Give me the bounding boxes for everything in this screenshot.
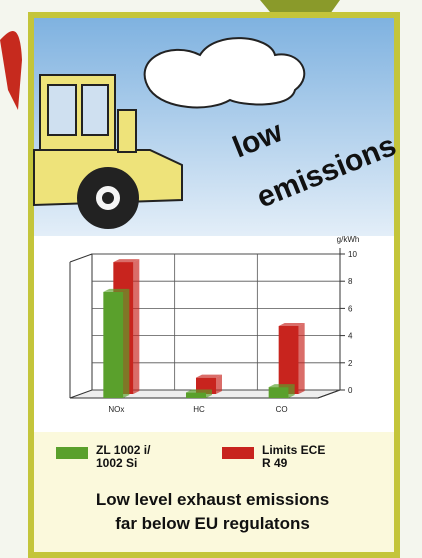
legend-swatch <box>56 447 88 459</box>
bar-side <box>216 375 222 394</box>
caption-line: far below EU regulatons <box>40 512 385 536</box>
x-tick-label: CO <box>276 405 288 414</box>
bar <box>269 387 289 398</box>
y-tick-label: 2 <box>348 359 353 368</box>
bar-side <box>123 289 129 398</box>
y-axis-unit: g/kWh <box>337 235 360 244</box>
red-splash <box>0 31 22 110</box>
y-tick-label: 8 <box>348 277 353 286</box>
olive-splash <box>260 0 340 14</box>
bar-side <box>299 323 305 394</box>
y-tick-label: 6 <box>348 304 353 313</box>
caption-line: Low level exhaust emissions <box>40 488 385 512</box>
legend-swatch <box>222 447 254 459</box>
y-tick-label: 0 <box>348 386 353 395</box>
y-tick-label: 4 <box>348 332 353 341</box>
x-tick-label: NOx <box>108 405 124 414</box>
bar <box>103 292 123 398</box>
brochure-page: low emissions 0246810g/kWhNOxHCCO ZL 100… <box>0 0 422 558</box>
bar <box>279 326 299 394</box>
y-tick-label: 10 <box>348 250 357 259</box>
legend-label: Limits ECE R 49 <box>262 444 332 470</box>
bar <box>186 393 206 398</box>
scene: low emissions 0246810g/kWhNOxHCCO <box>0 0 422 558</box>
bar-side <box>133 259 139 394</box>
legend-label: ZL 1002 i/ 1002 Si <box>96 444 172 470</box>
x-tick-label: HC <box>193 405 205 414</box>
